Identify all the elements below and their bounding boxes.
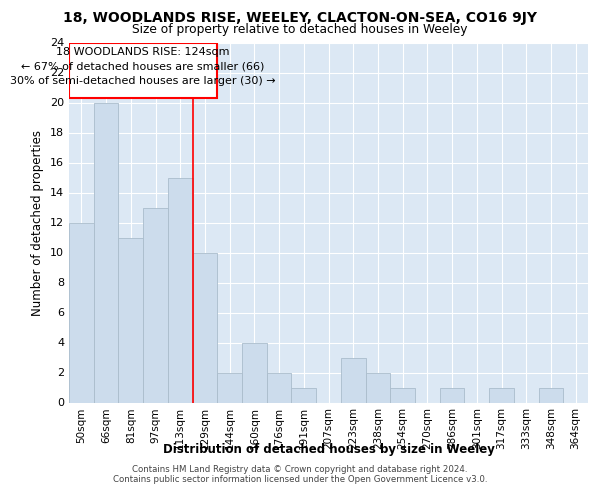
Bar bbox=[69, 222, 94, 402]
Bar bbox=[143, 208, 168, 402]
Bar bbox=[267, 372, 292, 402]
Bar bbox=[94, 102, 118, 403]
Bar bbox=[390, 388, 415, 402]
Y-axis label: Number of detached properties: Number of detached properties bbox=[31, 130, 44, 316]
Bar bbox=[365, 372, 390, 402]
Bar bbox=[440, 388, 464, 402]
Bar bbox=[193, 252, 217, 402]
Text: 18, WOODLANDS RISE, WEELEY, CLACTON-ON-SEA, CO16 9JY: 18, WOODLANDS RISE, WEELEY, CLACTON-ON-S… bbox=[63, 11, 537, 25]
Text: 30% of semi-detached houses are larger (30) →: 30% of semi-detached houses are larger (… bbox=[10, 76, 276, 86]
FancyBboxPatch shape bbox=[69, 44, 217, 98]
Text: Distribution of detached houses by size in Weeley: Distribution of detached houses by size … bbox=[163, 442, 495, 456]
Text: Size of property relative to detached houses in Weeley: Size of property relative to detached ho… bbox=[132, 22, 468, 36]
Bar bbox=[168, 178, 193, 402]
Bar bbox=[489, 388, 514, 402]
Text: 18 WOODLANDS RISE: 124sqm: 18 WOODLANDS RISE: 124sqm bbox=[56, 47, 230, 57]
Bar bbox=[118, 238, 143, 402]
Bar bbox=[292, 388, 316, 402]
Bar bbox=[539, 388, 563, 402]
Text: ← 67% of detached houses are smaller (66): ← 67% of detached houses are smaller (66… bbox=[22, 61, 265, 71]
Text: Contains public sector information licensed under the Open Government Licence v3: Contains public sector information licen… bbox=[113, 474, 487, 484]
Bar bbox=[217, 372, 242, 402]
Bar bbox=[242, 342, 267, 402]
Bar bbox=[341, 358, 365, 403]
Text: Contains HM Land Registry data © Crown copyright and database right 2024.: Contains HM Land Registry data © Crown c… bbox=[132, 465, 468, 474]
